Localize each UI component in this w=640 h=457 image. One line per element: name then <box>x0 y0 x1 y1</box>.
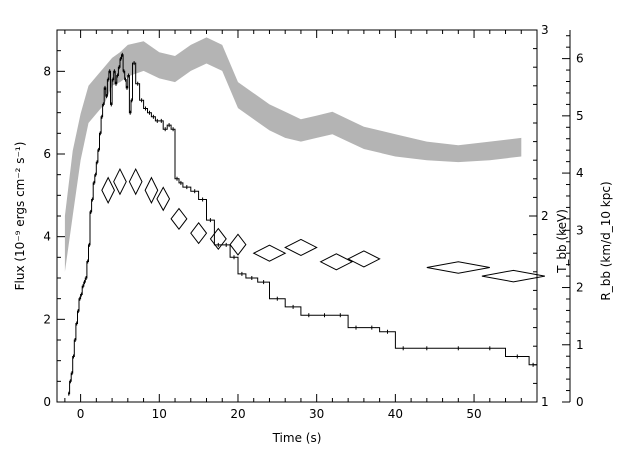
radius-point <box>113 167 127 196</box>
radius-point <box>101 176 116 204</box>
radius-point <box>426 261 490 274</box>
radius-tick-label: 4 <box>576 166 584 180</box>
x-tick-label: 0 <box>77 407 85 421</box>
radius-tick-label: 2 <box>576 281 584 295</box>
flux-tick-label: 8 <box>43 64 51 78</box>
radius-point <box>284 238 318 257</box>
flux-tick-label: 2 <box>43 312 51 326</box>
radius-point <box>128 167 143 196</box>
radius-point <box>156 186 171 212</box>
radius-tick-label: 5 <box>576 109 584 123</box>
flux-step-line <box>68 54 537 395</box>
temperature-band <box>64 37 522 272</box>
radius-point <box>144 176 159 204</box>
temperature-tick-label: 2 <box>541 209 549 223</box>
x-tick-label: 10 <box>152 407 167 421</box>
y-axis-label-temperature: T_bb (keV) <box>555 209 569 274</box>
flux-series <box>68 52 537 396</box>
radius-tick-label: 6 <box>576 52 584 66</box>
x-tick-label: 40 <box>388 407 403 421</box>
radius-point <box>170 207 188 230</box>
flux-tick-label: 6 <box>43 147 51 161</box>
x-tick-label: 30 <box>309 407 324 421</box>
radius-point <box>481 269 545 283</box>
radius-point <box>209 227 227 251</box>
radius-point <box>190 222 208 245</box>
y-axis-label-radius: R_bb (km/d_10 kpc) <box>599 181 613 300</box>
temperature-tick-label: 3 <box>541 23 549 37</box>
radius-point <box>229 233 247 256</box>
radius-series <box>101 167 545 283</box>
radius-point <box>252 244 287 262</box>
flux-tick-label: 0 <box>43 395 51 409</box>
radius-tick-label: 0 <box>576 395 584 409</box>
x-tick-label: 50 <box>466 407 481 421</box>
y-axis-label-flux: Flux (10⁻⁹ ergs cm⁻² s⁻¹) <box>13 142 27 291</box>
temperature-band-series <box>64 37 522 272</box>
radius-tick-label: 1 <box>576 338 584 352</box>
radius-tick-label: 3 <box>576 223 584 237</box>
flux-tick-label: 4 <box>43 230 51 244</box>
x-axis-label: Time (s) <box>272 431 322 445</box>
radius-point <box>319 253 354 271</box>
x-tick-label: 20 <box>230 407 245 421</box>
temperature-tick-label: 1 <box>541 395 549 409</box>
radius-point <box>347 250 381 268</box>
